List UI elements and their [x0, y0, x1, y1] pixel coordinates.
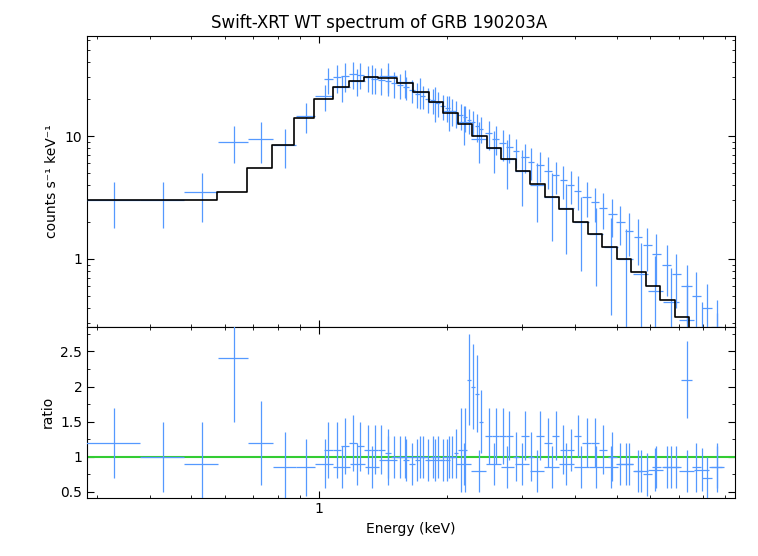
Y-axis label: ratio: ratio: [41, 396, 55, 428]
Y-axis label: counts s⁻¹ keV⁻¹: counts s⁻¹ keV⁻¹: [45, 125, 59, 239]
Text: Swift-XRT WT spectrum of GRB 190203A: Swift-XRT WT spectrum of GRB 190203A: [211, 14, 547, 32]
X-axis label: Energy (keV): Energy (keV): [366, 522, 456, 536]
